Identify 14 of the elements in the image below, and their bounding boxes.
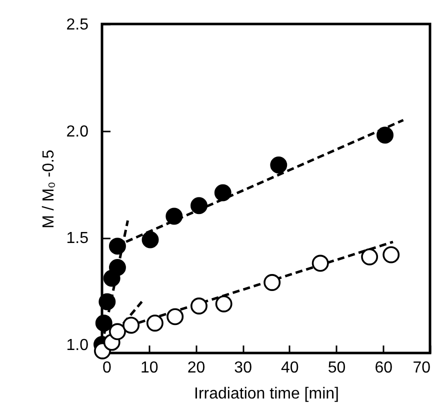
y-axis-title: M / M₀ -0.5 xyxy=(40,150,58,228)
x-tick-label: 60 xyxy=(374,360,393,376)
y-tick-label: 1.0 xyxy=(66,336,89,354)
y-tick-label: 2.0 xyxy=(66,123,89,140)
x-tick-label: 20 xyxy=(187,360,206,376)
x-tick-label: 70 xyxy=(412,360,431,376)
x-axis-title: Irradiation time [min] xyxy=(194,386,339,402)
x-tick-label: 10 xyxy=(140,360,158,376)
x-tick-label: 40 xyxy=(281,360,299,376)
x-tick-label: 0 xyxy=(102,360,112,376)
x-tick-label: 50 xyxy=(328,360,346,376)
x-tick-label: 30 xyxy=(234,360,252,376)
y-tick-label: 2.5 xyxy=(66,16,89,34)
y-tick-label: 1.5 xyxy=(66,230,89,248)
